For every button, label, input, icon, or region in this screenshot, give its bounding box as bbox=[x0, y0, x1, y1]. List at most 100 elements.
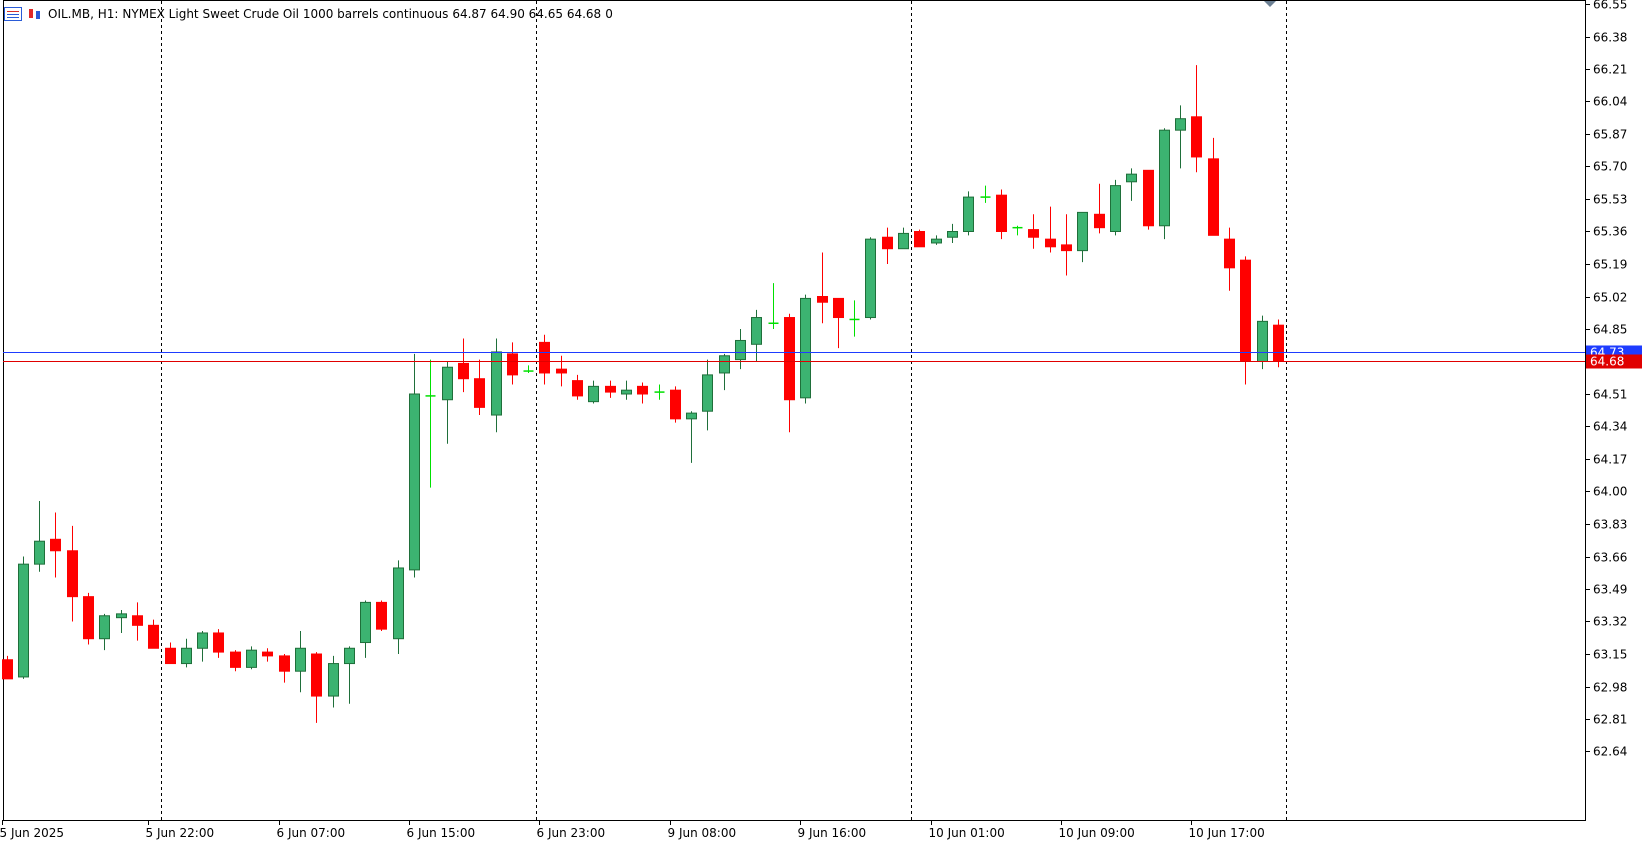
candle-body[interactable] bbox=[213, 632, 224, 653]
candle-body[interactable] bbox=[914, 231, 925, 248]
candle-body[interactable] bbox=[637, 385, 648, 395]
candle-body[interactable] bbox=[539, 341, 550, 374]
candle-body[interactable] bbox=[295, 647, 306, 672]
candle-body[interactable] bbox=[621, 389, 632, 395]
candle-body[interactable] bbox=[719, 355, 730, 374]
candle-body[interactable] bbox=[1061, 244, 1072, 252]
candle-body[interactable] bbox=[1191, 116, 1202, 158]
candle-body[interactable] bbox=[50, 538, 61, 552]
candle-body[interactable] bbox=[996, 194, 1007, 232]
candle-body[interactable] bbox=[328, 663, 339, 697]
candle-body[interactable] bbox=[34, 540, 45, 565]
candle-body[interactable] bbox=[1077, 211, 1088, 252]
x-tick-label: 9 Jun 08:00 bbox=[668, 826, 737, 840]
candle-body[interactable] bbox=[963, 196, 974, 233]
candle-body[interactable] bbox=[1273, 324, 1284, 363]
candle-body[interactable] bbox=[882, 236, 893, 250]
y-tick-label: 65.36 bbox=[1593, 225, 1627, 239]
y-tick-label: 65.02 bbox=[1593, 291, 1627, 305]
market-watch-icon[interactable] bbox=[4, 7, 22, 21]
candle-body[interactable] bbox=[800, 297, 811, 399]
candle-body[interactable] bbox=[344, 647, 355, 665]
candle-body[interactable] bbox=[686, 412, 697, 420]
volume-value: 0 bbox=[605, 7, 613, 21]
y-tick-label: 62.98 bbox=[1593, 681, 1627, 695]
y-tick-label: 63.66 bbox=[1593, 551, 1627, 565]
candle-body[interactable] bbox=[1110, 185, 1121, 232]
candle-body[interactable] bbox=[572, 380, 583, 397]
candle-body[interactable] bbox=[1224, 238, 1235, 269]
candle-body[interactable] bbox=[409, 393, 420, 571]
candlestick-icon[interactable] bbox=[26, 7, 44, 21]
candle-body[interactable] bbox=[132, 615, 143, 626]
candle-body[interactable] bbox=[1126, 173, 1137, 183]
candle-body[interactable] bbox=[898, 232, 909, 250]
candle-body[interactable] bbox=[588, 385, 599, 403]
candle-body[interactable] bbox=[360, 601, 371, 644]
candle-body[interactable] bbox=[1257, 320, 1268, 362]
y-tick-label: 65.70 bbox=[1593, 160, 1627, 174]
chart-shift-marker[interactable] bbox=[1264, 1, 1276, 7]
candle-body[interactable] bbox=[279, 655, 290, 672]
ask-price-tag bbox=[1586, 354, 1642, 369]
candle-body[interactable] bbox=[83, 596, 94, 640]
candle-body[interactable] bbox=[148, 624, 159, 649]
candle-body[interactable] bbox=[833, 297, 844, 319]
candle-body[interactable] bbox=[18, 563, 29, 678]
candle-body[interactable] bbox=[1175, 118, 1186, 131]
candle-body[interactable] bbox=[474, 378, 485, 408]
candle-body[interactable] bbox=[311, 653, 322, 697]
plot-frame bbox=[3, 0, 1586, 821]
candle-body[interactable] bbox=[181, 647, 192, 665]
candle-body[interactable] bbox=[230, 651, 241, 668]
candle-body[interactable] bbox=[442, 366, 453, 401]
candle-body[interactable] bbox=[99, 615, 110, 640]
x-tick-label: 5 Jun 2025 bbox=[0, 826, 64, 840]
candle-body[interactable] bbox=[1208, 158, 1219, 236]
candle-body[interactable] bbox=[1240, 259, 1251, 363]
candle-body[interactable] bbox=[865, 238, 876, 319]
candle-body[interactable] bbox=[262, 651, 273, 657]
chart-header: OIL.MB, H1: NYMEX Light Sweet Crude Oil … bbox=[4, 4, 613, 24]
y-tick-label: 64.51 bbox=[1593, 388, 1627, 402]
candle-body[interactable] bbox=[376, 601, 387, 630]
x-tick-label: 5 Jun 22:00 bbox=[146, 826, 215, 840]
candle-body[interactable] bbox=[246, 649, 257, 668]
candle-body[interactable] bbox=[556, 368, 567, 374]
y-tick-label: 66.21 bbox=[1593, 63, 1627, 77]
candle-body[interactable] bbox=[735, 339, 746, 361]
candle-body[interactable] bbox=[947, 231, 958, 238]
candle-body[interactable] bbox=[1045, 238, 1056, 248]
candle-body[interactable] bbox=[116, 613, 127, 619]
x-tick-label: 10 Jun 17:00 bbox=[1189, 826, 1265, 840]
candle-body[interactable] bbox=[1159, 129, 1170, 227]
candle-body[interactable] bbox=[670, 389, 681, 420]
y-tick-label: 64.17 bbox=[1593, 453, 1627, 467]
candle-body[interactable] bbox=[751, 317, 762, 345]
x-tick-label: 6 Jun 23:00 bbox=[537, 826, 606, 840]
candle-body[interactable] bbox=[197, 632, 208, 649]
y-tick-label: 65.53 bbox=[1593, 193, 1627, 207]
candle-body[interactable] bbox=[1094, 213, 1105, 229]
candle-body[interactable] bbox=[2, 659, 13, 680]
y-tick-label: 64.34 bbox=[1593, 420, 1627, 434]
candle-body[interactable] bbox=[165, 647, 176, 665]
candle-body[interactable] bbox=[1028, 229, 1039, 238]
candle-body[interactable] bbox=[393, 567, 404, 640]
candle-body[interactable] bbox=[702, 374, 713, 412]
candle-body[interactable] bbox=[817, 296, 828, 303]
candle-body[interactable] bbox=[458, 362, 469, 380]
candle-body[interactable] bbox=[605, 385, 616, 393]
x-tick-label: 10 Jun 09:00 bbox=[1059, 826, 1135, 840]
candle-body[interactable] bbox=[931, 238, 942, 244]
candle-body[interactable] bbox=[507, 353, 518, 376]
x-tick-label: 9 Jun 16:00 bbox=[798, 826, 867, 840]
candle-body[interactable] bbox=[491, 351, 502, 416]
symbol-label: OIL.MB, H1: bbox=[48, 7, 119, 21]
y-tick-label: 66.04 bbox=[1593, 95, 1627, 109]
y-tick-label: 66.55 bbox=[1593, 0, 1627, 12]
candle-body[interactable] bbox=[784, 317, 795, 401]
candle-body[interactable] bbox=[1143, 169, 1154, 227]
candle-body[interactable] bbox=[67, 550, 78, 598]
